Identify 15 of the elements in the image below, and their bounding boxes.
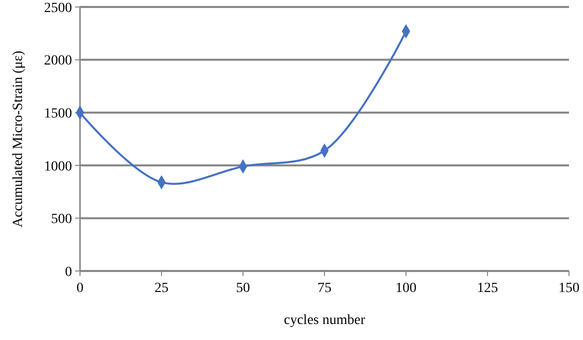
x-tick-label: 25: [154, 281, 168, 296]
y-tick-label: 1500: [44, 106, 72, 122]
x-tick-label: 125: [477, 281, 498, 296]
y-tick-label: 2000: [44, 54, 72, 69]
y-tick-label: 500: [51, 212, 72, 228]
y-tick-label: 0: [65, 264, 72, 280]
x-tick-label: 0: [76, 281, 84, 296]
x-tick-label: 75: [318, 281, 332, 296]
y-axis-title: Accumulated Micro-Strain (με): [11, 50, 26, 228]
x-tick-label: 50: [236, 281, 250, 296]
x-axis-title: cycles number: [284, 313, 366, 328]
y-tick-label: 2500: [44, 0, 72, 16]
x-tick-label: 100: [396, 281, 416, 296]
y-tick-label: 1000: [44, 159, 72, 174]
x-tick-label: 150: [558, 281, 580, 296]
